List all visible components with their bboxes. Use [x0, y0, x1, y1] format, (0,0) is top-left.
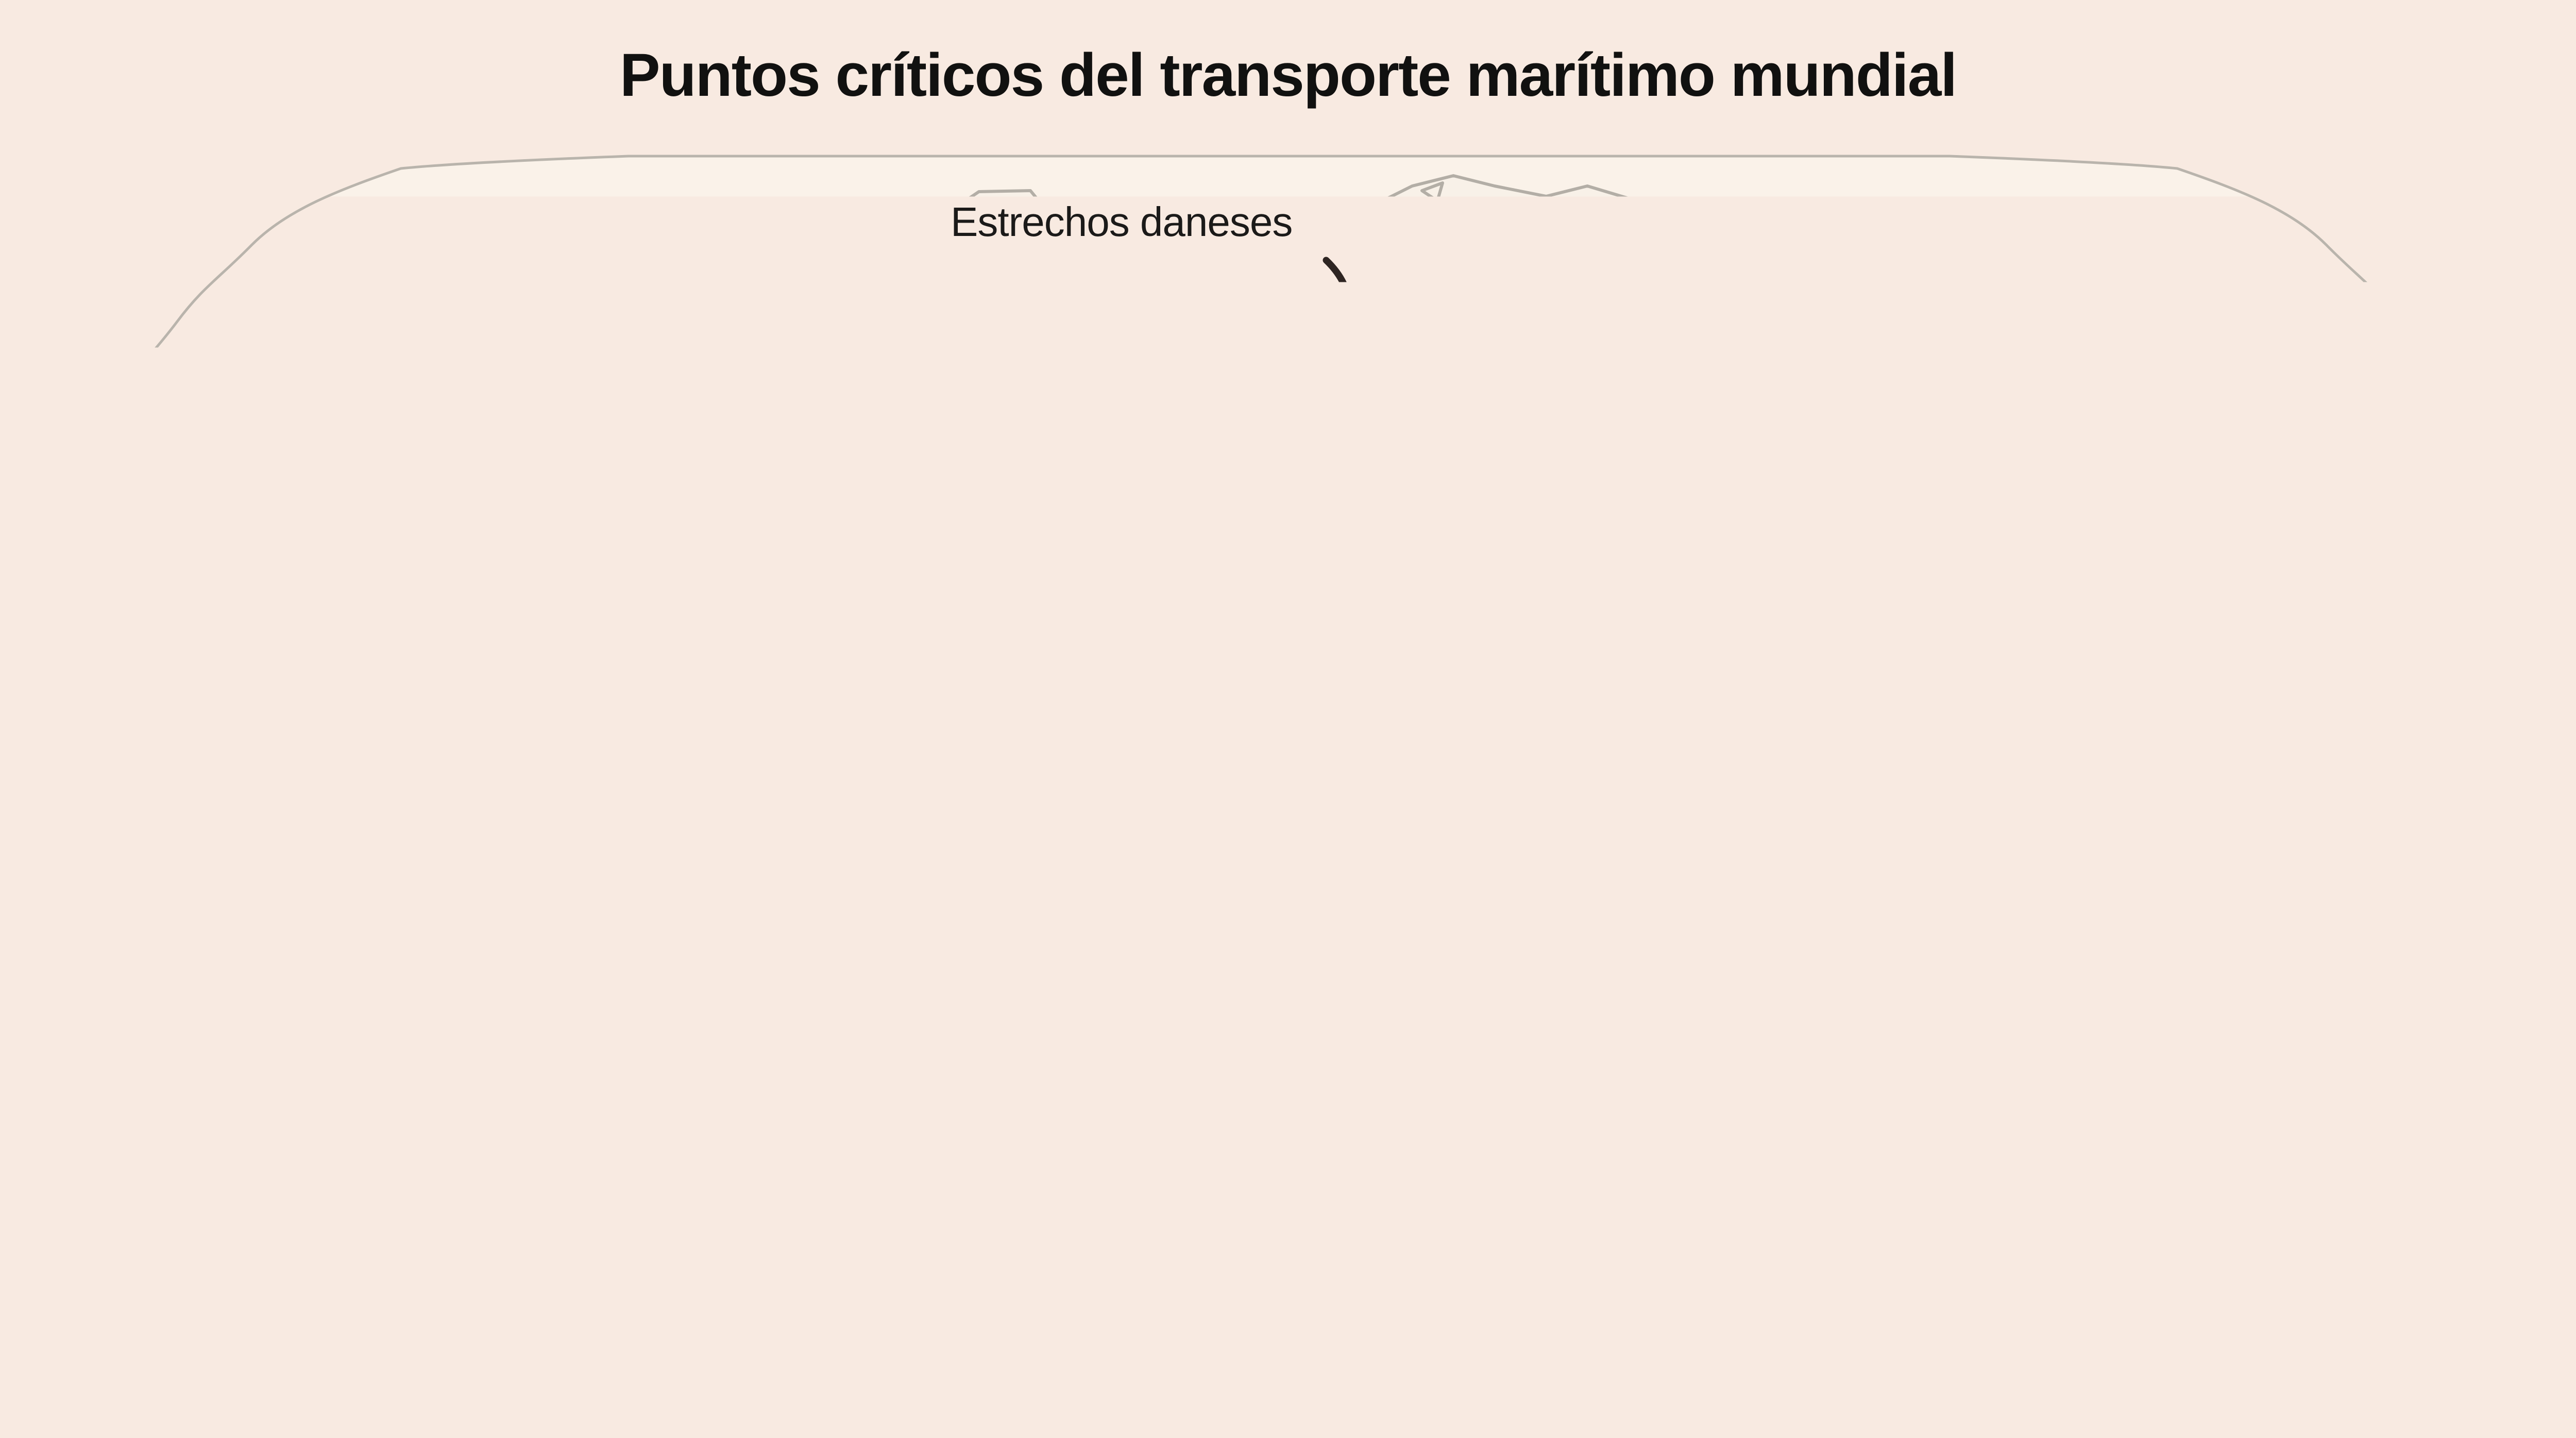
label-line: Meridional	[2144, 751, 2385, 809]
label-estrecho-de-gibraltar: Estrecho de Gibraltar	[925, 476, 1140, 592]
map-caption: Densidad del tráfico de carga, Sep 2024	[1115, 1071, 1794, 1118]
label-mar-de-china-meridional: Mar de China Meridional	[2144, 692, 2385, 809]
dot-turcos	[1445, 437, 1468, 461]
label-estrecho-de-ormuz: Estrecho de Ormuz	[1663, 462, 2009, 520]
dot-daneses	[1331, 336, 1354, 360]
dot-corea	[2104, 502, 2127, 526]
dot-mancha	[1275, 382, 1298, 405]
label-estrecho-de-taiwan: Estrecho de Taiwán	[2147, 533, 2362, 649]
label-line: Estrechos turcos	[1437, 310, 1736, 368]
source-line: Fuente: Global	[54, 1277, 319, 1339]
label-line: la Mancha	[990, 387, 1176, 445]
label-canal-de-panama: Canal de Panamá	[759, 758, 920, 875]
label-canal-de-suez: Canal de Suez	[1225, 564, 1489, 622]
label-estrecho-de-corea: Estrecho de Corea	[1756, 357, 2091, 415]
label-line: Estrechos daneses	[951, 193, 1292, 251]
maritime-chokepoints-infographic: Puntos críticos del transporte marítimo …	[0, 0, 2576, 1438]
dot-ormuz	[1638, 557, 1662, 581]
label-line: Canal de	[990, 329, 1176, 387]
label-line: Mandeb	[1386, 719, 1532, 777]
label-bab-al-mandeb: Bab al- Mandeb	[1386, 661, 1532, 777]
label-line: Canal de Suez	[1225, 564, 1489, 622]
label-line: Gibraltar	[925, 534, 1140, 592]
label-estrechos-turcos: Estrechos turcos	[1437, 310, 1736, 368]
label-line: Mar de China	[2144, 692, 2385, 751]
dot-suez	[1478, 526, 1501, 550]
label-line: Taiwán	[2147, 591, 2362, 649]
dot-gibraltar	[1227, 481, 1250, 505]
label-canal-de-la-mancha: Canal de la Mancha	[990, 329, 1176, 445]
dot-panama	[733, 692, 757, 716]
iceland	[1139, 286, 1180, 314]
label-line: Estrecho de Corea	[1756, 357, 2091, 415]
source-line: Maritime Traffic	[54, 1339, 319, 1401]
label-line: Estrecho de Ormuz	[1663, 462, 2009, 520]
label-line: de Malaca	[1810, 922, 1996, 980]
dot-scs	[2047, 699, 2071, 722]
label-line: Estrecho de	[2147, 533, 2362, 591]
label-line: Estrecho	[1810, 864, 1996, 922]
label-line: Bab al-	[1386, 661, 1532, 719]
label-line: Panamá	[759, 817, 920, 875]
dot-taiwan	[2063, 589, 2087, 613]
tasmania	[2230, 1085, 2258, 1115]
dot-bab	[1562, 662, 1586, 685]
label-estrecho-de-malaca: Estrecho de Malaca	[1810, 864, 1996, 980]
label-estrechos-daneses: Estrechos daneses	[951, 193, 1292, 251]
label-line: Canal de	[759, 758, 920, 817]
label-line: Estrecho de	[925, 476, 1140, 534]
source-credit: Fuente: Global Maritime Traffic	[54, 1277, 319, 1401]
dot-malaca	[1961, 749, 1985, 773]
